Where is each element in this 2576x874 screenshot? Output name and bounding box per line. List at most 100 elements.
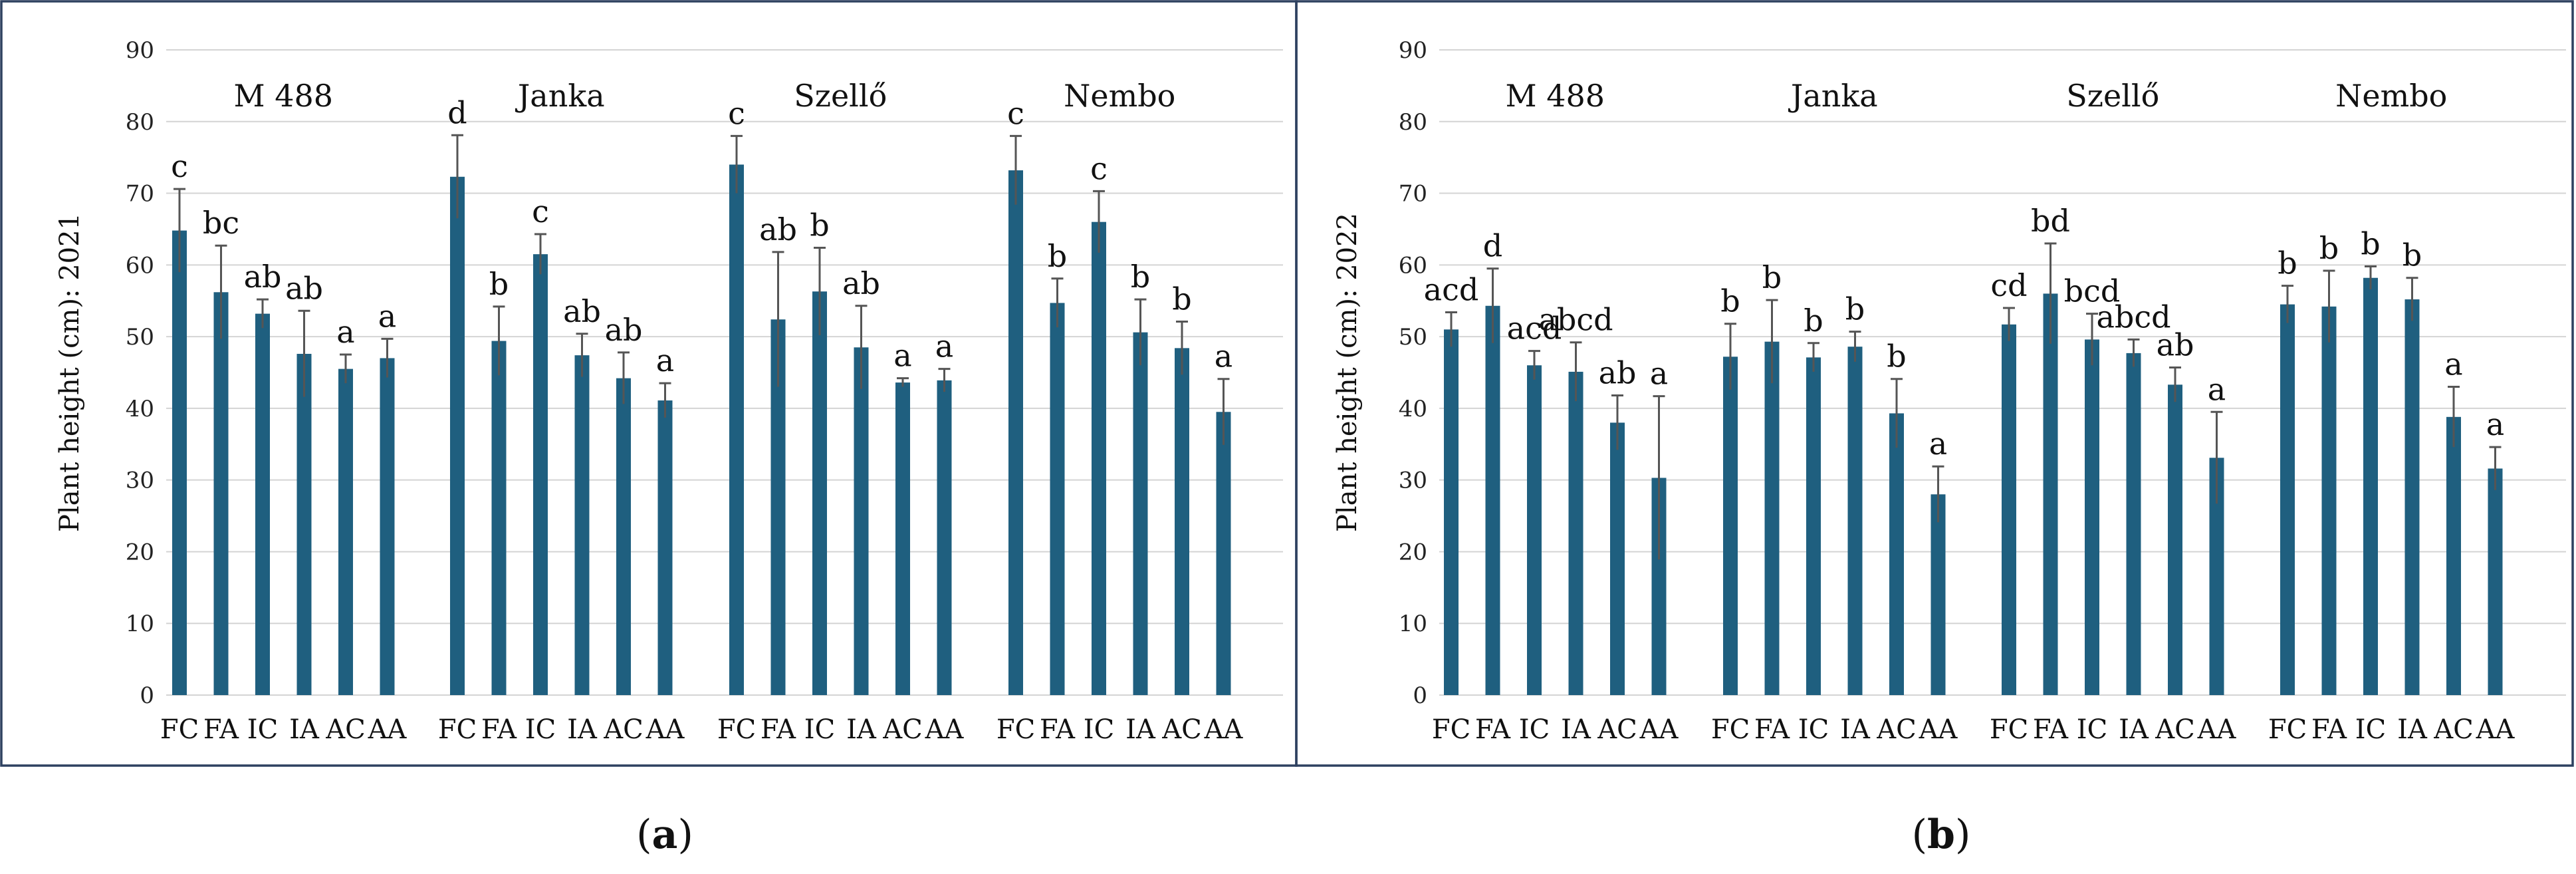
group-label: Szellő	[2066, 78, 2159, 114]
significance-letter: b	[1048, 238, 1067, 274]
panel-letter-b: b	[1927, 811, 1955, 858]
bar	[895, 382, 910, 695]
y-tick-label: 90	[126, 37, 154, 64]
category-tick-label: IA	[1561, 714, 1591, 745]
panel-b-frame	[1295, 0, 2574, 767]
bar	[1723, 357, 1738, 695]
y-tick-label: 60	[1399, 252, 1427, 279]
bar	[1133, 332, 1148, 696]
bar	[657, 400, 673, 695]
category-tick-label: AC	[2155, 714, 2195, 745]
bar	[1651, 478, 1667, 695]
chart-a: 0 10 20 30 40 50 60 70 80 90 Plant height (cm): 20…	[55, 37, 1283, 745]
bar	[1050, 303, 1065, 695]
significance-letter: a	[1650, 356, 1668, 392]
category-tick-label: IC	[804, 714, 835, 745]
y-tick-label: 80	[126, 109, 154, 136]
bar	[213, 292, 229, 695]
bar	[338, 368, 353, 695]
bar	[574, 355, 590, 695]
group-label: Janka	[515, 78, 605, 114]
category-tick-label: IC	[525, 714, 556, 745]
bar	[450, 176, 465, 695]
category-tick-label: AC	[603, 714, 644, 745]
bar	[1485, 305, 1500, 695]
y-tick-label: 0	[140, 682, 154, 709]
category-tick-label: FA	[2311, 714, 2347, 745]
y-tick-label: 20	[126, 539, 154, 565]
category-tick-label: FA	[481, 714, 517, 745]
bar	[2488, 468, 2503, 695]
category-tick-label: AA	[1639, 714, 1679, 745]
category-tick-label: AA	[925, 714, 965, 745]
bar	[729, 164, 744, 695]
category-tick-label: AC	[325, 714, 366, 745]
y-tick-label: 0	[1413, 682, 1427, 709]
bar	[2085, 339, 2099, 695]
category-tick-label: IC	[2077, 714, 2107, 745]
category-tick-label: FC	[1990, 714, 2028, 745]
category-tick-label: IC	[1798, 714, 1829, 745]
bar	[1527, 365, 1542, 695]
significance-letter: c	[532, 194, 549, 229]
y-tick-label: 70	[1399, 181, 1427, 208]
category-tick-label: IC	[1084, 714, 1114, 745]
significance-letter: a	[2486, 406, 2504, 442]
significance-letter: acd	[1424, 271, 1479, 307]
category-tick-label: IC	[247, 714, 278, 745]
significance-letter: b	[489, 266, 509, 302]
category-tick-label: FA	[2033, 714, 2069, 745]
y-tick-label: 30	[1399, 468, 1427, 494]
significance-letter: c	[728, 95, 745, 131]
y-tick-label: 70	[126, 181, 154, 208]
category-tick-label: FA	[761, 714, 796, 745]
y-tick-label: 20	[1399, 539, 1427, 565]
significance-letter: a	[656, 343, 674, 378]
category-tick-label: AA	[2197, 714, 2237, 745]
significance-letter: ab	[563, 293, 601, 329]
category-tick-label: IA	[846, 714, 877, 745]
bar	[937, 380, 952, 695]
panel-letter-a: a	[652, 811, 678, 858]
category-tick-label: IA	[1840, 714, 1871, 745]
category-tick-label: FC	[1711, 714, 1750, 745]
bar	[770, 319, 786, 695]
bar	[616, 378, 631, 695]
category-tick-label: AC	[882, 714, 923, 745]
significance-letter: acd	[1507, 311, 1562, 347]
bar	[2126, 353, 2141, 695]
y-tick-label: 40	[1399, 396, 1427, 422]
significance-letter: b	[810, 207, 829, 243]
category-tick-label: FA	[1040, 714, 1076, 745]
bar	[2002, 324, 2016, 695]
bar	[1568, 371, 1583, 695]
bar	[1931, 494, 1946, 695]
y-axis-label: Plant height (cm): 2022	[1332, 213, 1363, 532]
significance-letter: ab	[244, 259, 282, 295]
significance-letter: a	[2208, 371, 2226, 407]
bar	[1444, 329, 1459, 695]
bar	[812, 291, 827, 695]
significance-letter: ab	[285, 270, 323, 306]
significance-letter: a	[893, 338, 911, 374]
category-tick-label: FA	[1475, 714, 1511, 745]
category-tick-label: IA	[567, 714, 598, 745]
y-tick-label: 10	[126, 611, 154, 637]
bar	[1806, 357, 1821, 695]
category-tick-label: AA	[1919, 714, 1958, 745]
significance-letter: abcd	[1538, 302, 1613, 338]
category-tick-label: AC	[2433, 714, 2474, 745]
category-tick-label: AA	[1204, 714, 1244, 745]
category-tick-label: FA	[203, 714, 239, 745]
group-label: M 488	[1505, 78, 1605, 114]
significance-letter: b	[1804, 303, 1823, 339]
category-tick-label: FC	[996, 714, 1035, 745]
category-tick-label: AA	[368, 714, 408, 745]
significance-letter: bc	[203, 205, 239, 241]
significance-letter: b	[1762, 259, 1782, 295]
significance-letter: c	[1090, 150, 1108, 186]
y-axis-label: Plant height (cm): 2021	[55, 213, 85, 532]
significance-letter: d	[1483, 228, 1502, 264]
significance-letter: abcd	[2096, 299, 2170, 335]
significance-letter: b	[2278, 245, 2297, 281]
